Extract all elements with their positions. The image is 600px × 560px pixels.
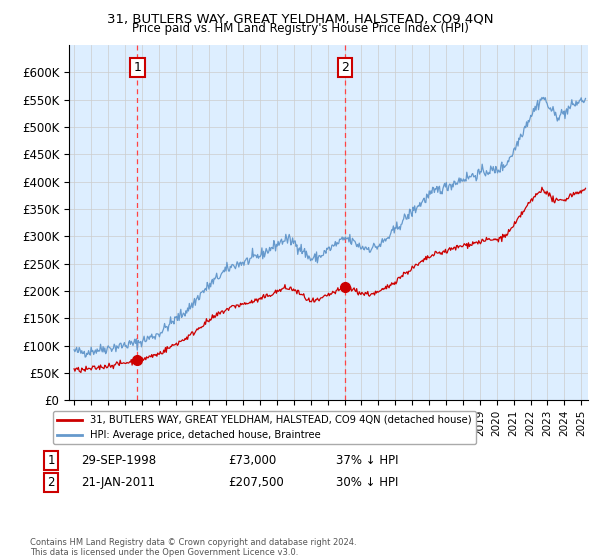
Text: 21-JAN-2011: 21-JAN-2011 [81, 476, 155, 489]
Text: £207,500: £207,500 [228, 476, 284, 489]
Text: 31, BUTLERS WAY, GREAT YELDHAM, HALSTEAD, CO9 4QN: 31, BUTLERS WAY, GREAT YELDHAM, HALSTEAD… [107, 12, 493, 25]
Text: 2: 2 [47, 476, 55, 489]
Text: 2: 2 [341, 61, 349, 74]
Text: £73,000: £73,000 [228, 454, 276, 467]
Text: 29-SEP-1998: 29-SEP-1998 [81, 454, 156, 467]
Text: Price paid vs. HM Land Registry's House Price Index (HPI): Price paid vs. HM Land Registry's House … [131, 22, 469, 35]
Legend: 31, BUTLERS WAY, GREAT YELDHAM, HALSTEAD, CO9 4QN (detached house), HPI: Average: 31, BUTLERS WAY, GREAT YELDHAM, HALSTEAD… [53, 411, 476, 444]
Text: 1: 1 [134, 61, 142, 74]
Text: 30% ↓ HPI: 30% ↓ HPI [336, 476, 398, 489]
Text: 37% ↓ HPI: 37% ↓ HPI [336, 454, 398, 467]
Text: Contains HM Land Registry data © Crown copyright and database right 2024.
This d: Contains HM Land Registry data © Crown c… [30, 538, 356, 557]
Text: 1: 1 [47, 454, 55, 467]
